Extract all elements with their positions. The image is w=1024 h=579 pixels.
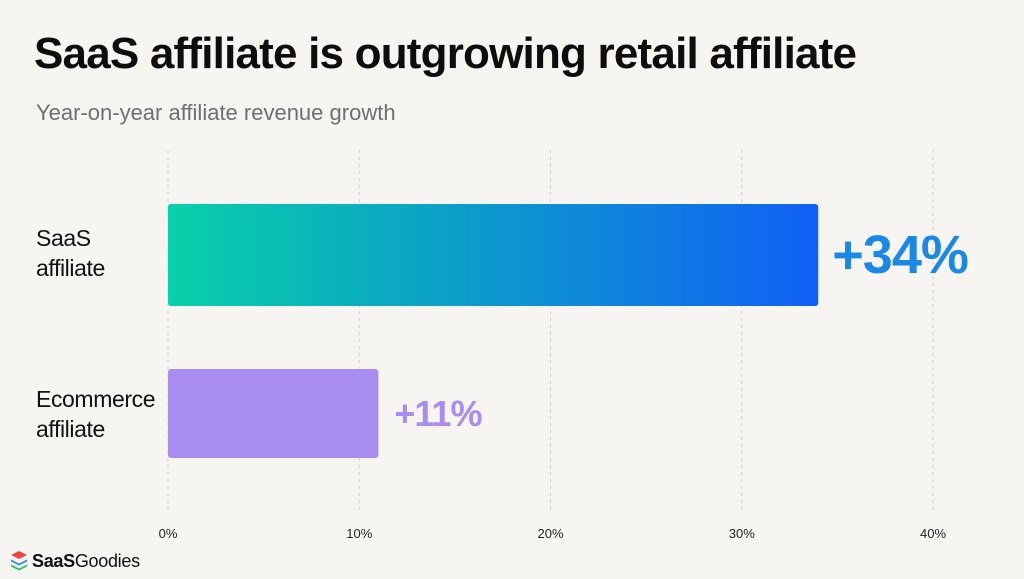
category-label-line: affiliate — [36, 416, 105, 442]
brand-name-part1: SaaS — [32, 551, 75, 571]
value-label-saas: +34% — [832, 225, 968, 285]
x-tick-label: 40% — [920, 526, 946, 541]
layers-logo-icon — [11, 551, 27, 571]
bars — [168, 204, 819, 458]
brand-name-part2: Goodies — [74, 551, 140, 571]
x-tick-label: 20% — [537, 526, 563, 541]
brand-logo-group: SaaSGoodies — [10, 549, 140, 573]
x-tick-label: 30% — [729, 526, 755, 541]
x-tick-label: 10% — [346, 526, 372, 541]
labels: 0% 10% 20% 30% 40% +34% SaaS affiliate +11% Ecomm… — [36, 225, 969, 541]
category-label-ecommerce: Ecommerce affiliate — [36, 386, 155, 442]
chart-title: SaaS affiliate is outgrowing retail affi… — [34, 29, 857, 78]
brand-name: SaaSGoodies — [32, 549, 140, 573]
category-label-line: SaaS — [36, 225, 91, 251]
value-label-ecommerce: +11% — [394, 393, 482, 434]
chart-subtitle: Year-on-year affiliate revenue growth — [36, 100, 396, 125]
bar-saas — [168, 204, 819, 306]
bar-ecommerce — [168, 369, 379, 458]
category-label-line: Ecommerce — [36, 386, 155, 412]
category-label-line: affiliate — [36, 255, 105, 281]
x-tick-label: 0% — [159, 526, 178, 541]
category-label-saas: SaaS affiliate — [36, 225, 105, 281]
